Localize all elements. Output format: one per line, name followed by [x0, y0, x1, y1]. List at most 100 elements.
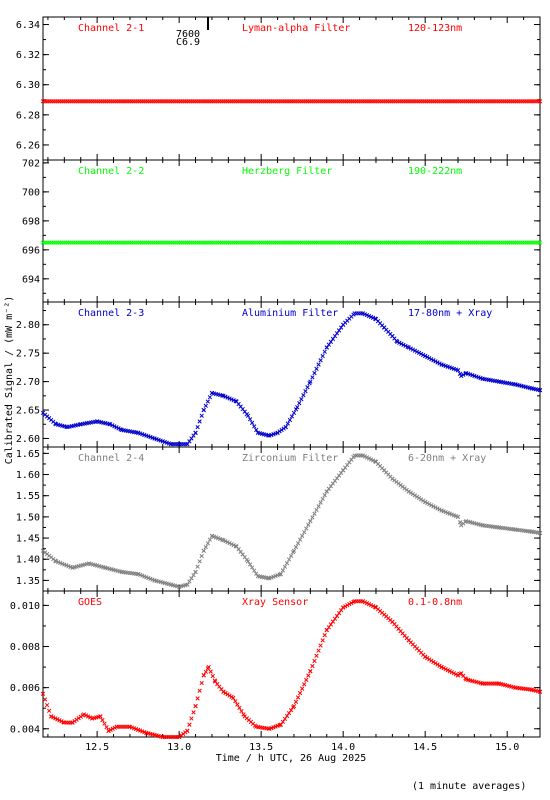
data-point — [406, 345, 411, 350]
data-point — [203, 544, 208, 550]
goes-annotation: 7600 C6.9 — [176, 17, 209, 48]
y-tick-label: 1.35 — [16, 576, 40, 587]
data-point — [332, 616, 338, 621]
data-point — [345, 603, 350, 608]
data-point — [197, 419, 202, 424]
y-tick-label: 2.65 — [16, 406, 40, 417]
data-point — [433, 505, 438, 510]
data-point — [265, 575, 271, 581]
y-tick-label: 0.004 — [10, 724, 40, 735]
data-point — [437, 663, 442, 668]
data-point — [205, 399, 211, 404]
y-tick-label: 694 — [22, 274, 40, 285]
panel-channel-label: Channel 2-4 — [78, 453, 144, 464]
y-tick-label: 0.010 — [10, 601, 40, 612]
data-point — [537, 240, 542, 245]
data-point — [205, 541, 211, 546]
y-tick-label: 702 — [22, 158, 40, 169]
data-point — [185, 442, 190, 447]
panel-band-label: 6-20nm + Xray — [408, 453, 486, 464]
annotation-class: C6.9 — [176, 37, 200, 48]
data-point — [295, 541, 301, 546]
y-tick-label: 700 — [22, 187, 40, 198]
data-point — [100, 717, 105, 723]
panels: 6.26 6.28 6.30 6.32 6.34 Channel 2-1 Lyman-alp… — [10, 16, 543, 753]
data-point — [293, 699, 299, 704]
panel-5: 0.004 0.006 0.008 0.010 12.5 13.0 13.5 14.0 14.5… — [10, 590, 543, 753]
y-tick-label: 698 — [22, 216, 40, 227]
data-point — [199, 413, 204, 418]
data-point — [185, 728, 190, 733]
data-point — [437, 507, 442, 512]
data-point — [208, 669, 213, 674]
data-point — [201, 548, 206, 553]
y-tick-label: 6.30 — [16, 80, 40, 91]
data-point — [318, 500, 323, 505]
data-point — [191, 433, 196, 438]
data-point — [310, 663, 315, 669]
data-point — [320, 638, 325, 643]
data-point — [286, 710, 292, 716]
y-tick-label: 1.60 — [16, 470, 40, 481]
data-point — [308, 518, 313, 524]
data-point — [280, 719, 286, 724]
data-point — [302, 682, 307, 687]
data-point — [414, 349, 420, 354]
data-point — [316, 504, 321, 509]
panel-band-label: 0.1-0.8nm — [408, 597, 462, 608]
data-point — [347, 601, 352, 607]
data-point — [431, 504, 436, 509]
data-point — [334, 331, 340, 336]
data-point — [330, 619, 336, 624]
data-point — [241, 712, 246, 717]
panel-2: 694 696 698 700 702 Channel 2-2 Herzberg Filte… — [22, 158, 543, 303]
data-point — [455, 673, 461, 678]
data-point — [427, 657, 432, 662]
data-point — [322, 349, 327, 354]
data-point — [297, 537, 303, 542]
panel-filter-label: Zirconium Filter — [242, 453, 338, 464]
data-point — [435, 662, 440, 667]
data-point — [288, 708, 294, 713]
data-point — [299, 397, 304, 402]
data-point — [193, 569, 198, 575]
data-point — [326, 342, 331, 347]
data-point — [297, 690, 303, 696]
data-point — [291, 704, 297, 709]
panel-channel-label: Channel 2-1 — [78, 23, 144, 34]
data-point — [64, 424, 69, 429]
data-point — [416, 350, 422, 355]
data-point — [233, 699, 238, 704]
y-tick-label: 2.70 — [16, 377, 40, 388]
data-point — [425, 500, 430, 506]
data-point — [104, 725, 109, 730]
data-point — [235, 702, 240, 707]
panel-frame — [42, 446, 541, 592]
data-point — [418, 497, 424, 502]
data-point — [203, 403, 208, 408]
data-point — [343, 604, 348, 609]
data-point — [322, 633, 327, 638]
y-tick-label: 1.55 — [16, 491, 40, 502]
data-point — [245, 413, 251, 418]
data-point — [306, 673, 311, 678]
data-point — [280, 568, 286, 573]
data-point — [197, 559, 202, 564]
data-point — [195, 424, 200, 430]
data-point — [289, 414, 295, 419]
panel-3: 2.60 2.65 2.70 2.75 2.80 Channel 2-3 Aluminium… — [16, 301, 543, 448]
data-point — [423, 499, 428, 505]
data-point — [314, 366, 319, 371]
data-point — [427, 355, 432, 361]
panel-channel-label: GOES — [78, 597, 102, 608]
data-point — [185, 582, 190, 587]
data-point — [310, 375, 315, 380]
data-point — [332, 333, 338, 339]
data-point — [40, 691, 46, 696]
data-point — [295, 695, 301, 700]
data-point — [328, 339, 334, 344]
data-point — [312, 658, 317, 664]
x-tick-label: 13.0 — [167, 742, 191, 753]
y-tick-label: 1.50 — [16, 512, 40, 523]
